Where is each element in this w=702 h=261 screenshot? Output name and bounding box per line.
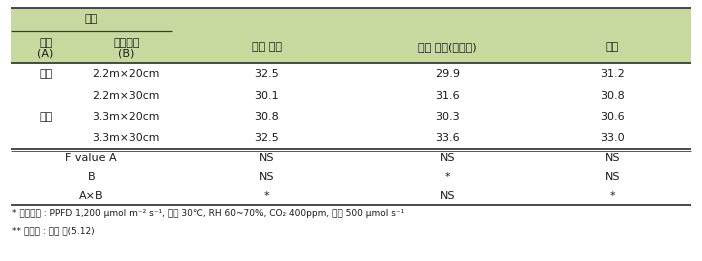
Text: B: B xyxy=(88,172,95,182)
Text: 32.5: 32.5 xyxy=(254,69,279,79)
Text: 재식거리: 재식거리 xyxy=(113,38,140,48)
Text: 30.8: 30.8 xyxy=(254,112,279,122)
Text: F value A: F value A xyxy=(65,153,117,163)
Text: NS: NS xyxy=(439,191,456,201)
Text: 포복: 포복 xyxy=(39,112,52,122)
Text: 3.3m×30cm: 3.3m×30cm xyxy=(93,133,160,143)
Text: 31.2: 31.2 xyxy=(600,69,625,79)
Text: ** 측정일 : 맑은 날(5.12): ** 측정일 : 맑은 날(5.12) xyxy=(12,226,95,235)
Text: 32.5: 32.5 xyxy=(254,133,279,143)
Text: *: * xyxy=(609,191,616,201)
Text: NS: NS xyxy=(604,153,621,163)
Text: 방식: 방식 xyxy=(39,38,52,48)
Text: 33.0: 33.0 xyxy=(600,133,625,143)
Text: 30.8: 30.8 xyxy=(600,91,625,100)
Text: 처리: 처리 xyxy=(85,14,98,24)
Text: 30.6: 30.6 xyxy=(600,112,625,122)
Text: 2.2m×20cm: 2.2m×20cm xyxy=(93,69,160,79)
Text: 30.1: 30.1 xyxy=(254,91,279,100)
Text: 2.2m×30cm: 2.2m×30cm xyxy=(93,91,160,100)
Text: *: * xyxy=(264,191,270,201)
Text: 30.3: 30.3 xyxy=(435,112,460,122)
Text: (B): (B) xyxy=(118,49,135,59)
Bar xyxy=(11,8,691,63)
Text: 평균: 평균 xyxy=(606,42,619,52)
Text: *: * xyxy=(444,172,451,182)
Text: 33.6: 33.6 xyxy=(435,133,460,143)
Text: NS: NS xyxy=(439,153,456,163)
Text: 31.6: 31.6 xyxy=(435,91,460,100)
Text: A×B: A×B xyxy=(79,191,104,201)
Text: 잘과 줄기: 잘과 줄기 xyxy=(252,42,282,52)
Text: 3.3m×20cm: 3.3m×20cm xyxy=(93,112,160,122)
Text: * 측정조건 : PPFD 1,200 μmol m⁻² s⁻¹, 온도 30℃, RH 60~70%, CO₂ 400ppm, 유속 500 μmol s⁻¹: * 측정조건 : PPFD 1,200 μmol m⁻² s⁻¹, 온도 30℃… xyxy=(12,209,404,218)
Text: 29.9: 29.9 xyxy=(435,69,460,79)
Text: NS: NS xyxy=(259,172,274,182)
Text: 수직: 수직 xyxy=(39,69,52,79)
Text: (A): (A) xyxy=(37,49,54,59)
Text: NS: NS xyxy=(604,172,621,182)
Text: 포복 줄기(비준과): 포복 줄기(비준과) xyxy=(418,42,477,52)
Text: NS: NS xyxy=(259,153,274,163)
